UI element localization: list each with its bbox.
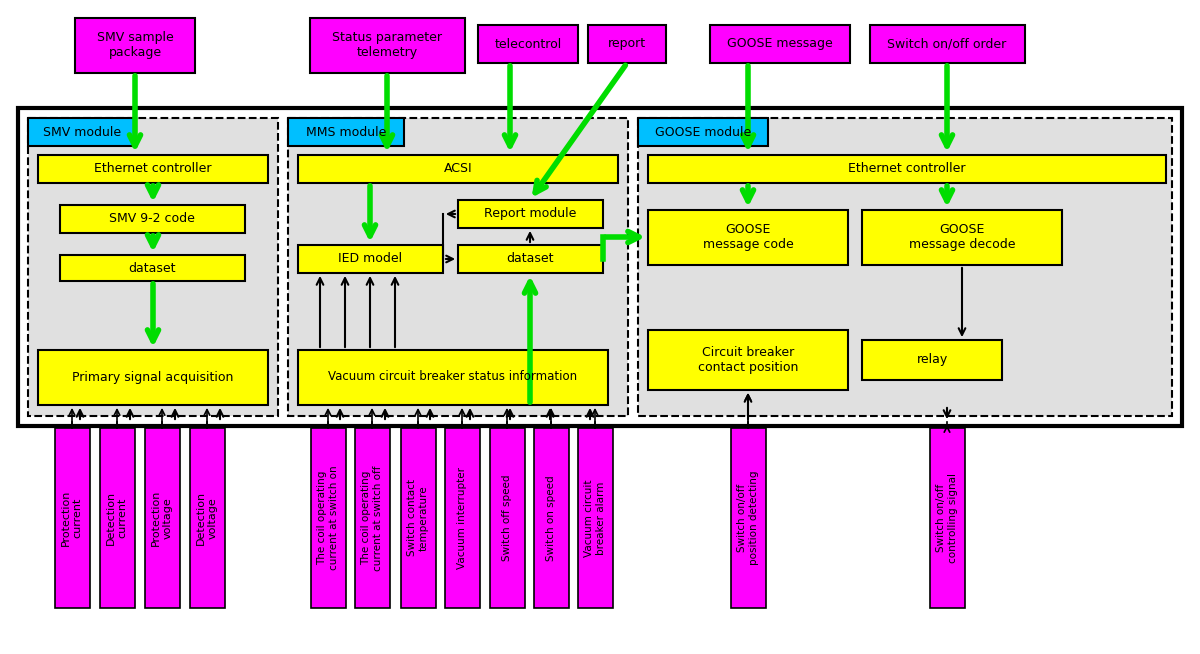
Text: Switch on/off
controlling signal: Switch on/off controlling signal [936, 473, 958, 563]
Bar [458, 200, 604, 228]
Text: Circuit breaker
contact position: Circuit breaker contact position [698, 346, 798, 374]
Bar [862, 340, 1002, 380]
Bar [478, 25, 578, 63]
Text: Ethernet controller: Ethernet controller [848, 162, 966, 175]
Bar [638, 118, 768, 146]
Bar [311, 428, 346, 608]
Bar [55, 428, 90, 608]
Bar [870, 25, 1025, 63]
Bar [298, 155, 618, 183]
Bar [534, 428, 569, 608]
Bar [298, 245, 443, 273]
Text: Switch off speed: Switch off speed [502, 475, 512, 561]
Bar [445, 428, 480, 608]
Text: IED model: IED model [338, 252, 402, 266]
Text: relay: relay [917, 354, 948, 366]
Bar [298, 350, 608, 405]
Bar [930, 428, 965, 608]
Bar [648, 210, 848, 265]
Bar [731, 428, 766, 608]
Bar [490, 428, 526, 608]
Text: Primary signal acquisition: Primary signal acquisition [72, 371, 234, 383]
Bar [60, 255, 245, 281]
Bar [648, 330, 848, 390]
Bar [28, 118, 136, 146]
Text: The coil operating
current at switch off: The coil operating current at switch off [361, 465, 383, 571]
Bar [355, 428, 390, 608]
Text: report: report [608, 37, 646, 50]
Text: Status parameter
telemetry: Status parameter telemetry [332, 31, 442, 59]
Bar [310, 18, 466, 73]
Bar [458, 245, 604, 273]
Bar [38, 350, 268, 405]
Text: Protection
current: Protection current [61, 490, 83, 546]
Bar [862, 210, 1062, 265]
Text: ACSI: ACSI [444, 162, 473, 175]
Text: Vacuum interrupter: Vacuum interrupter [457, 467, 467, 569]
Text: telecontrol: telecontrol [494, 37, 562, 50]
Text: GOOSE
message decode: GOOSE message decode [908, 223, 1015, 251]
Bar [190, 428, 226, 608]
Text: Switch on/off order: Switch on/off order [887, 37, 1007, 50]
Text: GOOSE
message code: GOOSE message code [703, 223, 793, 251]
Text: Vacuum circuit
breaker alarm: Vacuum circuit breaker alarm [584, 479, 606, 557]
Bar [18, 108, 1182, 426]
Bar [100, 428, 134, 608]
Text: dataset: dataset [128, 262, 175, 275]
Text: Switch contact
temperature: Switch contact temperature [407, 479, 428, 557]
Bar [710, 25, 850, 63]
Text: MMS module: MMS module [306, 126, 386, 139]
Text: Report module: Report module [484, 207, 576, 220]
Text: SMV sample
package: SMV sample package [97, 31, 173, 59]
Text: Switch on/off
position detecting: Switch on/off position detecting [737, 471, 758, 565]
Bar [38, 155, 268, 183]
Text: GOOSE message: GOOSE message [727, 37, 833, 50]
Text: SMV module: SMV module [43, 126, 121, 139]
Text: Protection
voltage: Protection voltage [151, 490, 173, 546]
Bar [578, 428, 613, 608]
Text: Switch on speed: Switch on speed [546, 475, 556, 561]
Bar [145, 428, 180, 608]
Text: GOOSE module: GOOSE module [655, 126, 751, 139]
Bar [60, 205, 245, 233]
Bar [638, 118, 1172, 416]
Bar [401, 428, 436, 608]
Bar [288, 118, 628, 416]
Text: Ethernet controller: Ethernet controller [95, 162, 211, 175]
Text: SMV 9-2 code: SMV 9-2 code [109, 213, 194, 226]
Bar [28, 118, 278, 416]
Bar [588, 25, 666, 63]
Bar [648, 155, 1166, 183]
Text: Vacuum circuit breaker status information: Vacuum circuit breaker status informatio… [329, 371, 577, 383]
Bar [74, 18, 194, 73]
Text: dataset: dataset [506, 252, 553, 266]
Text: The coil operating
current at switch on: The coil operating current at switch on [317, 466, 338, 570]
Text: Detection
voltage: Detection voltage [197, 491, 218, 545]
Bar [288, 118, 404, 146]
Text: Detection
current: Detection current [107, 491, 128, 545]
